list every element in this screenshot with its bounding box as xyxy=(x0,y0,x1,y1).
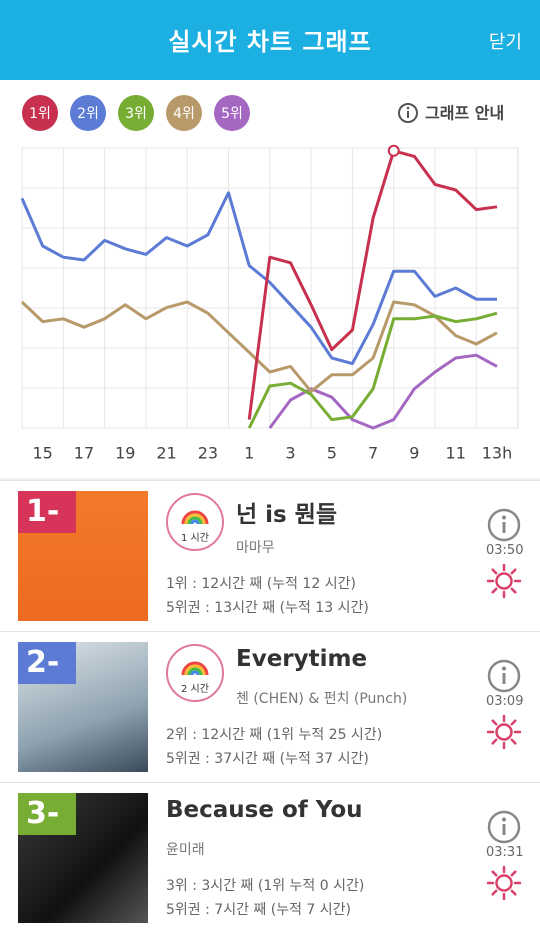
chart: 그래프 안내 1위 2위 3위 4위 5위 15 17 19 21 23 1 3 5 7 9 11 13h xyxy=(0,95,540,480)
song-title: Because of You xyxy=(166,797,363,823)
info-button[interactable] xyxy=(486,507,522,547)
sun-button[interactable] xyxy=(486,714,522,754)
legend-label: 4위 xyxy=(173,106,195,122)
song-stat: 5위권 : 37시간 째 (누적 37 시간) xyxy=(166,751,369,767)
x-tick-label: 11 xyxy=(446,444,466,463)
x-tick-label: 23 xyxy=(198,444,218,463)
x-tick-label: 7 xyxy=(368,444,378,463)
album-art: 1- xyxy=(18,491,148,621)
legend-marker[interactable] xyxy=(70,95,106,131)
info-icon xyxy=(487,810,521,844)
sun-icon xyxy=(486,563,522,599)
legend-label: 3위 xyxy=(125,106,147,122)
song-item[interactable]: 2- 2 시간 Everytime 첸 (CHEN) & 펀치 (Punch) 2위 :… xyxy=(0,631,540,782)
x-tick-label: 3 xyxy=(285,444,295,463)
legend-label: 2위 xyxy=(77,106,99,122)
peak-marker xyxy=(387,144,400,157)
song-time: 03:09 xyxy=(486,694,524,709)
x-tick-label: 19 xyxy=(115,444,135,463)
rank-badge: 1- xyxy=(18,491,76,533)
x-tick-label: 17 xyxy=(74,444,94,463)
info-icon xyxy=(487,508,521,542)
song-stat: 1위 : 12시간 째 (누적 12 시간) xyxy=(166,576,356,592)
artist: 마마무 xyxy=(236,540,275,556)
series-line xyxy=(20,300,498,394)
rank-badge: 3- xyxy=(18,793,76,835)
x-tick-label: 21 xyxy=(156,444,176,463)
legend-marker[interactable] xyxy=(22,95,58,131)
series-line xyxy=(247,149,498,420)
legend-label: 1위 xyxy=(29,106,51,122)
song-time: 03:50 xyxy=(486,543,524,558)
rainbow-icon xyxy=(181,661,209,676)
guide-button[interactable]: 그래프 안내 xyxy=(398,103,504,123)
sun-icon xyxy=(486,714,522,750)
song-stat: 3위 : 3시간 째 (1위 누적 0 시간) xyxy=(166,878,365,894)
info-button[interactable] xyxy=(486,658,522,698)
legend-marker[interactable] xyxy=(166,95,202,131)
duration-badge: 2 시간 xyxy=(166,644,224,702)
series-line xyxy=(247,311,498,429)
duration-badge: 1 시간 xyxy=(166,493,224,551)
rainbow-icon xyxy=(181,510,209,525)
badge-label: 1 시간 xyxy=(181,533,209,544)
legend-label: 5위 xyxy=(221,106,243,122)
series-line xyxy=(20,191,497,366)
sun-button[interactable] xyxy=(486,563,522,603)
song-item[interactable]: 3- Because of You 윤미래 3위 : 3시간 째 (1위 누적 0 시… xyxy=(0,782,540,933)
song-title: Everytime xyxy=(236,646,368,672)
song-stat: 5위권 : 7시간 째 (누적 7 시간) xyxy=(166,902,351,918)
info-button[interactable] xyxy=(486,809,522,849)
header: 실시간 차트 그래프 닫기 xyxy=(0,0,540,80)
rank-badge: 2- xyxy=(18,642,76,684)
guide-label: 그래프 안내 xyxy=(425,104,504,123)
sun-icon xyxy=(486,865,522,901)
album-art: 3- xyxy=(18,793,148,923)
x-tick-label: 15 xyxy=(32,444,52,463)
song-time: 03:31 xyxy=(486,845,524,860)
song-stat: 2위 : 12시간 째 (1위 누적 25 시간) xyxy=(166,727,383,743)
header-title: 실시간 차트 그래프 xyxy=(168,28,372,56)
album-art: 2- xyxy=(18,642,148,772)
song-stat: 5위권 : 13시간 째 (누적 13 시간) xyxy=(166,600,369,616)
x-tick-label: 1 xyxy=(244,444,254,463)
x-tick-label: 5 xyxy=(327,444,337,463)
badge-label: 2 시간 xyxy=(181,684,209,695)
x-tick-label: 13h xyxy=(482,444,513,463)
legend-marker[interactable] xyxy=(214,95,250,131)
x-tick-label: 9 xyxy=(409,444,419,463)
sun-button[interactable] xyxy=(486,865,522,905)
info-icon xyxy=(487,659,521,693)
song-title: 넌 is 뭔들 xyxy=(236,502,338,528)
series-line xyxy=(268,353,498,430)
close-button[interactable]: 닫기 xyxy=(488,32,522,53)
artist: 윤미래 xyxy=(166,842,205,858)
legend-marker[interactable] xyxy=(118,95,154,131)
artist: 첸 (CHEN) & 펀치 (Punch) xyxy=(236,691,408,707)
